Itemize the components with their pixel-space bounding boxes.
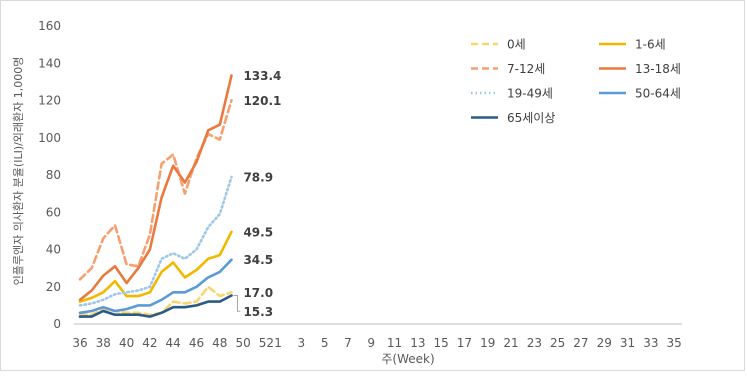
y-tick-label: 60	[46, 205, 61, 219]
y-tick-label: 40	[46, 243, 61, 257]
x-tick-label: 3	[298, 336, 306, 350]
x-tick-label: 21	[503, 336, 518, 350]
x-tick-label: 7	[344, 336, 352, 350]
series-line	[78, 294, 233, 318]
series-line	[78, 258, 233, 315]
legend-label: 1-6세	[635, 38, 666, 52]
y-tick-label: 120	[38, 94, 61, 108]
x-tick-label: 38	[96, 336, 111, 350]
x-tick-label: 48	[212, 336, 227, 350]
x-axis-title: 주(Week)	[381, 352, 434, 366]
x-tick-labels: 36 38 40 42 44 46 48 50 52 1 3 5 7 9 11 13 15 17 19 21 23 25 2…	[72, 336, 681, 350]
series-line	[78, 99, 233, 281]
x-tick-label: 52	[259, 336, 274, 350]
legend-label: 19-49세	[507, 87, 553, 101]
x-tick-label: 9	[367, 336, 375, 350]
y-axis-title: 인플루엔자 의사환자 분율(ILI)/외래환자 1,000명	[12, 57, 25, 286]
y-tick-label: 20	[46, 280, 61, 294]
end-value-label: 34.5	[243, 253, 273, 267]
x-tick-label: 27	[573, 336, 588, 350]
y-tick-label: 100	[38, 131, 61, 145]
x-tick-label: 15	[434, 336, 449, 350]
series-line	[78, 175, 233, 307]
series-lines	[78, 74, 233, 318]
legend-label: 13-18세	[635, 62, 681, 76]
x-tick-label: 36	[72, 336, 87, 350]
x-tick-label: 5	[321, 336, 329, 350]
series-line	[78, 230, 233, 303]
x-tick-label: 35	[667, 336, 682, 350]
end-value-labels: 133.4 120.1 78.9 49.5 34.5 17.0 15.3	[233, 69, 281, 319]
x-tick-label: 50	[235, 336, 250, 350]
x-tick-label: 44	[166, 336, 181, 350]
x-tick-label: 46	[189, 336, 204, 350]
x-tick-label: 25	[550, 336, 565, 350]
x-tick-label: 40	[119, 336, 134, 350]
y-tick-label: 140	[38, 56, 61, 70]
end-value-label: 17.0	[243, 286, 273, 300]
x-tick-label: 13	[410, 336, 425, 350]
x-tick-label: 42	[142, 336, 157, 350]
y-tick-label: 80	[46, 168, 61, 182]
end-value-label: 15.3	[243, 305, 273, 319]
end-value-label: 133.4	[243, 69, 281, 83]
x-tick-label: 11	[387, 336, 402, 350]
x-tick-label: 31	[620, 336, 635, 350]
legend-label: 7-12세	[507, 62, 545, 76]
end-value-label: 78.9	[243, 171, 273, 185]
legend-label: 0세	[507, 38, 526, 52]
x-tick-label: 23	[527, 336, 542, 350]
y-tick-labels: 0 20 40 60 80 100 120 140 160	[38, 19, 61, 331]
series-line	[78, 74, 233, 302]
x-tick-label: 1	[274, 336, 282, 350]
x-tick-label: 19	[480, 336, 495, 350]
end-value-label: 120.1	[243, 94, 281, 108]
y-tick-label: 0	[53, 317, 61, 331]
x-tick-label: 29	[597, 336, 612, 350]
x-tick-label: 17	[457, 336, 472, 350]
legend-label: 65세이상	[507, 111, 555, 125]
legend: 0세 1-6세 7-12세 13-18세 19-49세 50-64세 65세이상	[471, 38, 681, 125]
label-leader-line	[233, 295, 241, 312]
y-tick-label: 160	[38, 19, 61, 33]
end-value-label: 49.5	[243, 225, 273, 239]
legend-label: 50-64세	[635, 87, 681, 101]
x-tick-label: 33	[643, 336, 658, 350]
